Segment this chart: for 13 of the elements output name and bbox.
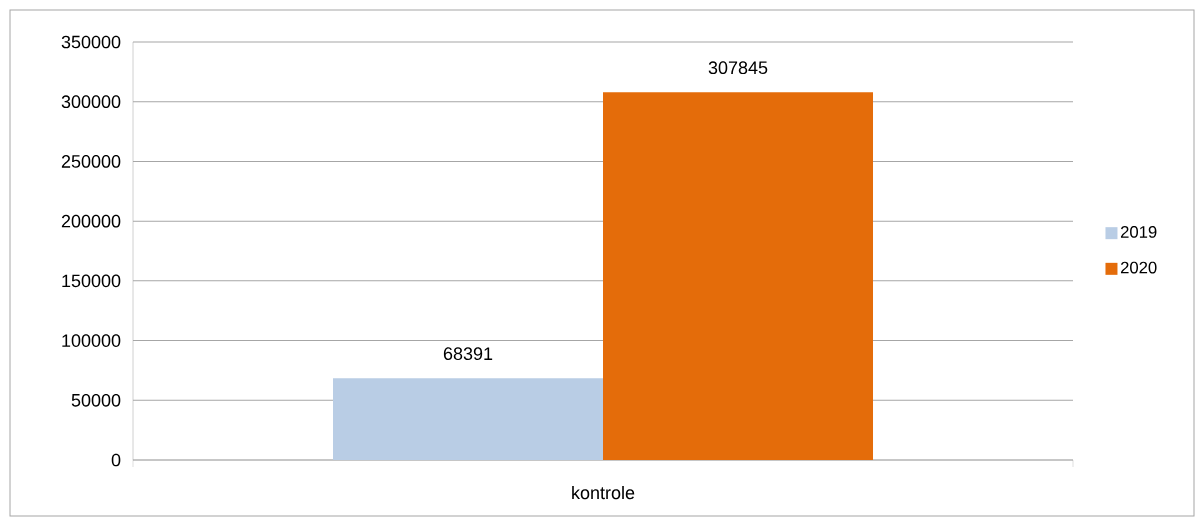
y-tick-label: 200000 (61, 214, 121, 228)
data-label: 307845 (708, 61, 768, 75)
y-tick-label: 350000 (61, 35, 121, 49)
y-tick-label: 300000 (61, 95, 121, 109)
y-tick-label: 0 (111, 453, 121, 467)
y-tick-label: 250000 (61, 155, 121, 168)
y-tick-label: 50000 (71, 393, 121, 407)
legend-label: 2019 (1120, 226, 1157, 238)
legend-label: 2020 (1120, 261, 1157, 274)
data-label: 68391 (443, 347, 493, 361)
y-tick-label: 150000 (62, 274, 121, 288)
x-tick-label: kontrole (572, 485, 635, 500)
y-tick-label: 100000 (62, 334, 121, 347)
